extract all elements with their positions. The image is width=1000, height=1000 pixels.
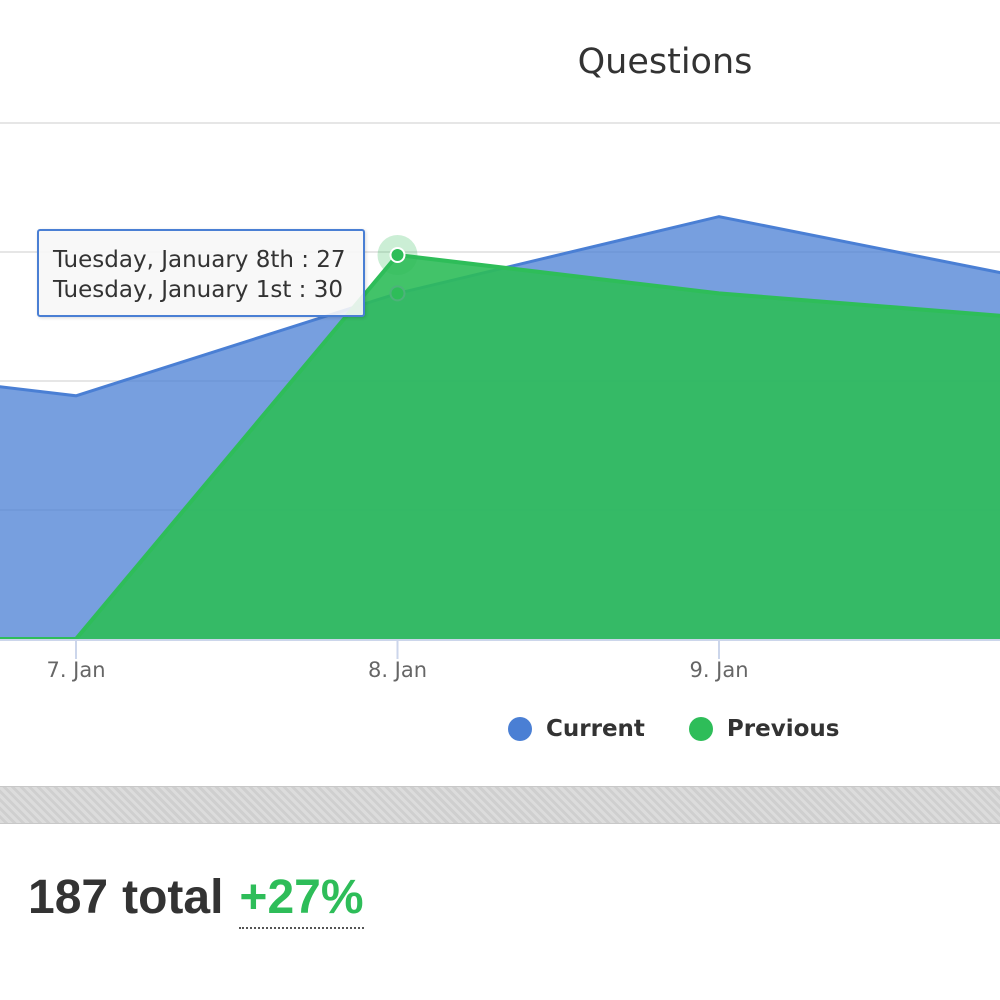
x-tick-label: 8. Jan xyxy=(368,658,427,682)
chart-plot: 7. Jan 8. Jan 9. Jan xyxy=(0,122,1000,682)
series-area-previous xyxy=(0,255,1000,639)
chart-panel: Questions 7. Jan 8. Jan 9. Jan Tuesday, Ja… xyxy=(0,42,1000,742)
chart-tooltip: Tuesday, January 8th : 27 Tuesday, Janua… xyxy=(37,229,365,317)
x-tick-label: 7. Jan xyxy=(46,658,105,682)
total-number: 187 xyxy=(28,871,109,924)
legend-label-previous: Previous xyxy=(726,716,840,742)
chart-title: Questions xyxy=(577,42,753,82)
legend-item-previous[interactable]: Previous xyxy=(688,716,840,742)
point-current[interactable] xyxy=(389,285,406,302)
panel-divider xyxy=(0,786,1000,824)
legend-marker-current xyxy=(508,717,532,741)
legend-item-current[interactable]: Current xyxy=(508,716,645,742)
chart-legend: Current Previous xyxy=(508,716,883,742)
x-tick-label: 9. Jan xyxy=(689,658,748,682)
point-previous[interactable] xyxy=(389,247,406,263)
tooltip-line-previous: Tuesday, January 1st : 30 xyxy=(53,277,343,303)
tooltip-line-current: Tuesday, January 8th : 27 xyxy=(53,247,346,273)
legend-label-current: Current xyxy=(546,716,645,742)
summary: 187 total +27% xyxy=(28,870,364,929)
legend-marker-previous xyxy=(688,717,713,741)
total-label: total xyxy=(122,871,224,924)
change-percent[interactable]: +27% xyxy=(239,870,364,929)
